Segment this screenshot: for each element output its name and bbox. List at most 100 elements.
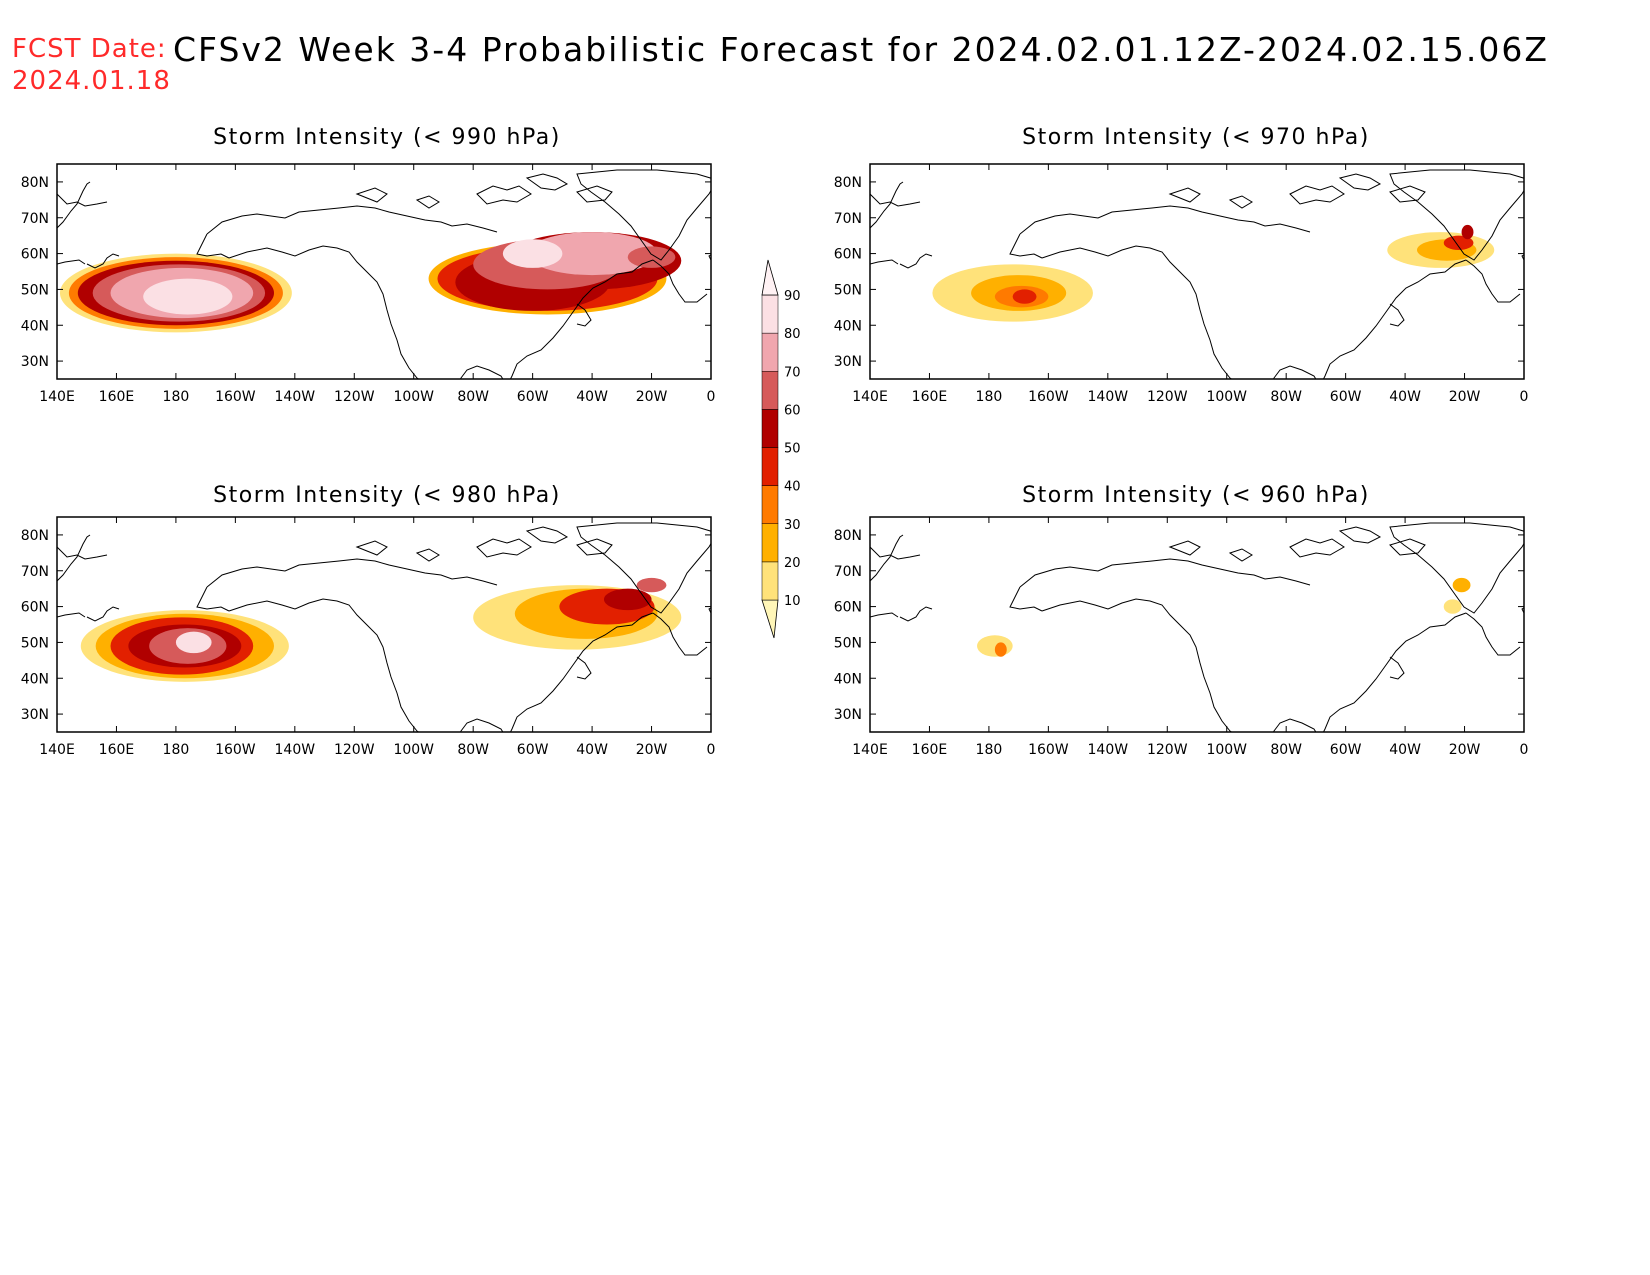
lat-tick-label: 70N: [21, 564, 49, 580]
probability-area-12: [502, 239, 563, 268]
lon-tick-label: 20W: [636, 742, 668, 758]
lon-tick-label: 100W: [393, 742, 434, 758]
lat-tick-label: 80N: [21, 528, 49, 544]
legend-level-label: 90: [784, 289, 801, 304]
lon-tick-label: 140W: [1088, 389, 1129, 405]
panel-title-970: Storm Intensity (< 970 hPa): [1022, 125, 1370, 150]
lat-tick-label: 40N: [834, 318, 862, 334]
lat-tick-label: 40N: [21, 318, 49, 334]
lon-tick-label: 20W: [1449, 389, 1481, 405]
lon-tick-label: 180: [163, 742, 190, 758]
lon-tick-label: 80W: [1270, 742, 1302, 758]
lon-tick-label: 100W: [1206, 389, 1247, 405]
lon-tick-label: 40W: [1389, 742, 1421, 758]
probability-area-7: [1461, 224, 1474, 240]
forecast-date-label: FCST Date:: [12, 34, 167, 64]
coastline: [870, 522, 1524, 732]
lon-tick-label: 20W: [1449, 742, 1481, 758]
lon-tick-label: 20W: [636, 389, 668, 405]
lon-tick-label: 140E: [39, 389, 75, 405]
probability-area-0: [977, 635, 1013, 657]
lon-tick-label: 120W: [334, 389, 375, 405]
legend-level-label: 70: [784, 365, 801, 380]
main-title: CFSv2 Week 3-4 Probabilistic Forecast fo…: [173, 30, 1549, 69]
lat-tick-label: 30N: [834, 707, 862, 723]
legend-swatch: [761, 294, 779, 334]
lon-tick-label: 80W: [457, 742, 489, 758]
map-panel-980: 80N 70N 60N 50N 40N 30N 140E 160E 180 160W 140W 120…: [21, 516, 716, 758]
lat-tick-label: 80N: [834, 528, 862, 544]
lon-tick-label: 160W: [1028, 389, 1069, 405]
lat-tick-label: 50N: [834, 282, 862, 298]
map-panel-990: 80N 70N 60N 50N 40N 30N 140E 160E 180 160W 140W 120…: [21, 163, 716, 405]
lon-tick-label: 60W: [1330, 742, 1362, 758]
lon-tick-label: 140W: [275, 389, 316, 405]
probability-area-10: [636, 577, 667, 593]
panel-title-980: Storm Intensity (< 980 hPa): [213, 483, 561, 508]
legend-level-label: 30: [784, 518, 801, 533]
lat-tick-label: 60N: [21, 247, 49, 263]
lon-tick-label: 160W: [215, 389, 256, 405]
panel-title-960: Storm Intensity (< 960 hPa): [1022, 483, 1370, 508]
forecast-date-value: 2024.01.18: [12, 66, 171, 96]
legend-swatch: [761, 561, 779, 601]
legend-level-label: 80: [784, 327, 801, 342]
lon-tick-label: 160E: [99, 742, 135, 758]
probability-area-1: [994, 642, 1007, 657]
probability-area-5: [143, 278, 233, 315]
lat-tick-label: 70N: [834, 564, 862, 580]
lat-tick-label: 30N: [21, 707, 49, 723]
legend-swatch: [761, 485, 779, 524]
lat-tick-label: 60N: [834, 600, 862, 616]
lat-tick-label: 40N: [834, 671, 862, 687]
lon-tick-label: 60W: [517, 742, 549, 758]
lat-tick-label: 50N: [21, 282, 49, 298]
map-frame: [56, 516, 712, 733]
lon-tick-label: 180: [976, 389, 1003, 405]
legend-swatch: [761, 332, 779, 372]
lon-tick-label: 60W: [1330, 389, 1362, 405]
panel-title-990: Storm Intensity (< 990 hPa): [213, 125, 561, 150]
probability-area-6: [1443, 235, 1474, 250]
lon-tick-label: 0: [707, 742, 716, 758]
lat-tick-label: 80N: [834, 175, 862, 191]
lon-tick-label: 180: [163, 389, 190, 405]
legend-level-label: 10: [784, 594, 801, 609]
legend-swatch: [761, 523, 779, 563]
legend-level-label: 20: [784, 556, 801, 571]
lon-tick-label: 0: [707, 389, 716, 405]
probability-area-3: [1012, 289, 1037, 304]
lon-tick-label: 40W: [1389, 389, 1421, 405]
probability-area-9: [603, 588, 652, 611]
lon-tick-label: 160E: [99, 389, 135, 405]
lon-tick-label: 80W: [457, 389, 489, 405]
lon-tick-label: 140E: [39, 742, 75, 758]
lon-tick-label: 120W: [1147, 389, 1188, 405]
map-frame: [869, 163, 1525, 380]
legend-level-label: 40: [784, 480, 801, 495]
probability-area-11: [526, 232, 658, 276]
legend-level-label: 50: [784, 442, 801, 457]
lon-tick-label: 160W: [215, 742, 256, 758]
lat-tick-label: 30N: [21, 354, 49, 370]
probability-area-5: [175, 631, 212, 654]
lat-tick-label: 30N: [834, 354, 862, 370]
lon-tick-label: 40W: [576, 742, 608, 758]
map-panel-960: 80N 70N 60N 50N 40N 30N 140E 160E 180 160W 140W 120…: [834, 516, 1529, 758]
lon-tick-label: 0: [1520, 389, 1529, 405]
lat-tick-label: 60N: [834, 247, 862, 263]
probability-area-2: [1443, 599, 1462, 614]
lon-tick-label: 140E: [852, 389, 888, 405]
probability-area-13: [627, 246, 676, 268]
lon-tick-label: 60W: [517, 389, 549, 405]
lon-tick-label: 180: [976, 742, 1003, 758]
lon-tick-label: 140W: [1088, 742, 1129, 758]
lat-tick-label: 60N: [21, 600, 49, 616]
lon-tick-label: 0: [1520, 742, 1529, 758]
lon-tick-label: 160E: [912, 742, 948, 758]
lat-tick-label: 50N: [834, 635, 862, 651]
lon-tick-label: 100W: [1206, 742, 1247, 758]
lon-tick-label: 120W: [1147, 742, 1188, 758]
map-frame: [869, 516, 1525, 733]
